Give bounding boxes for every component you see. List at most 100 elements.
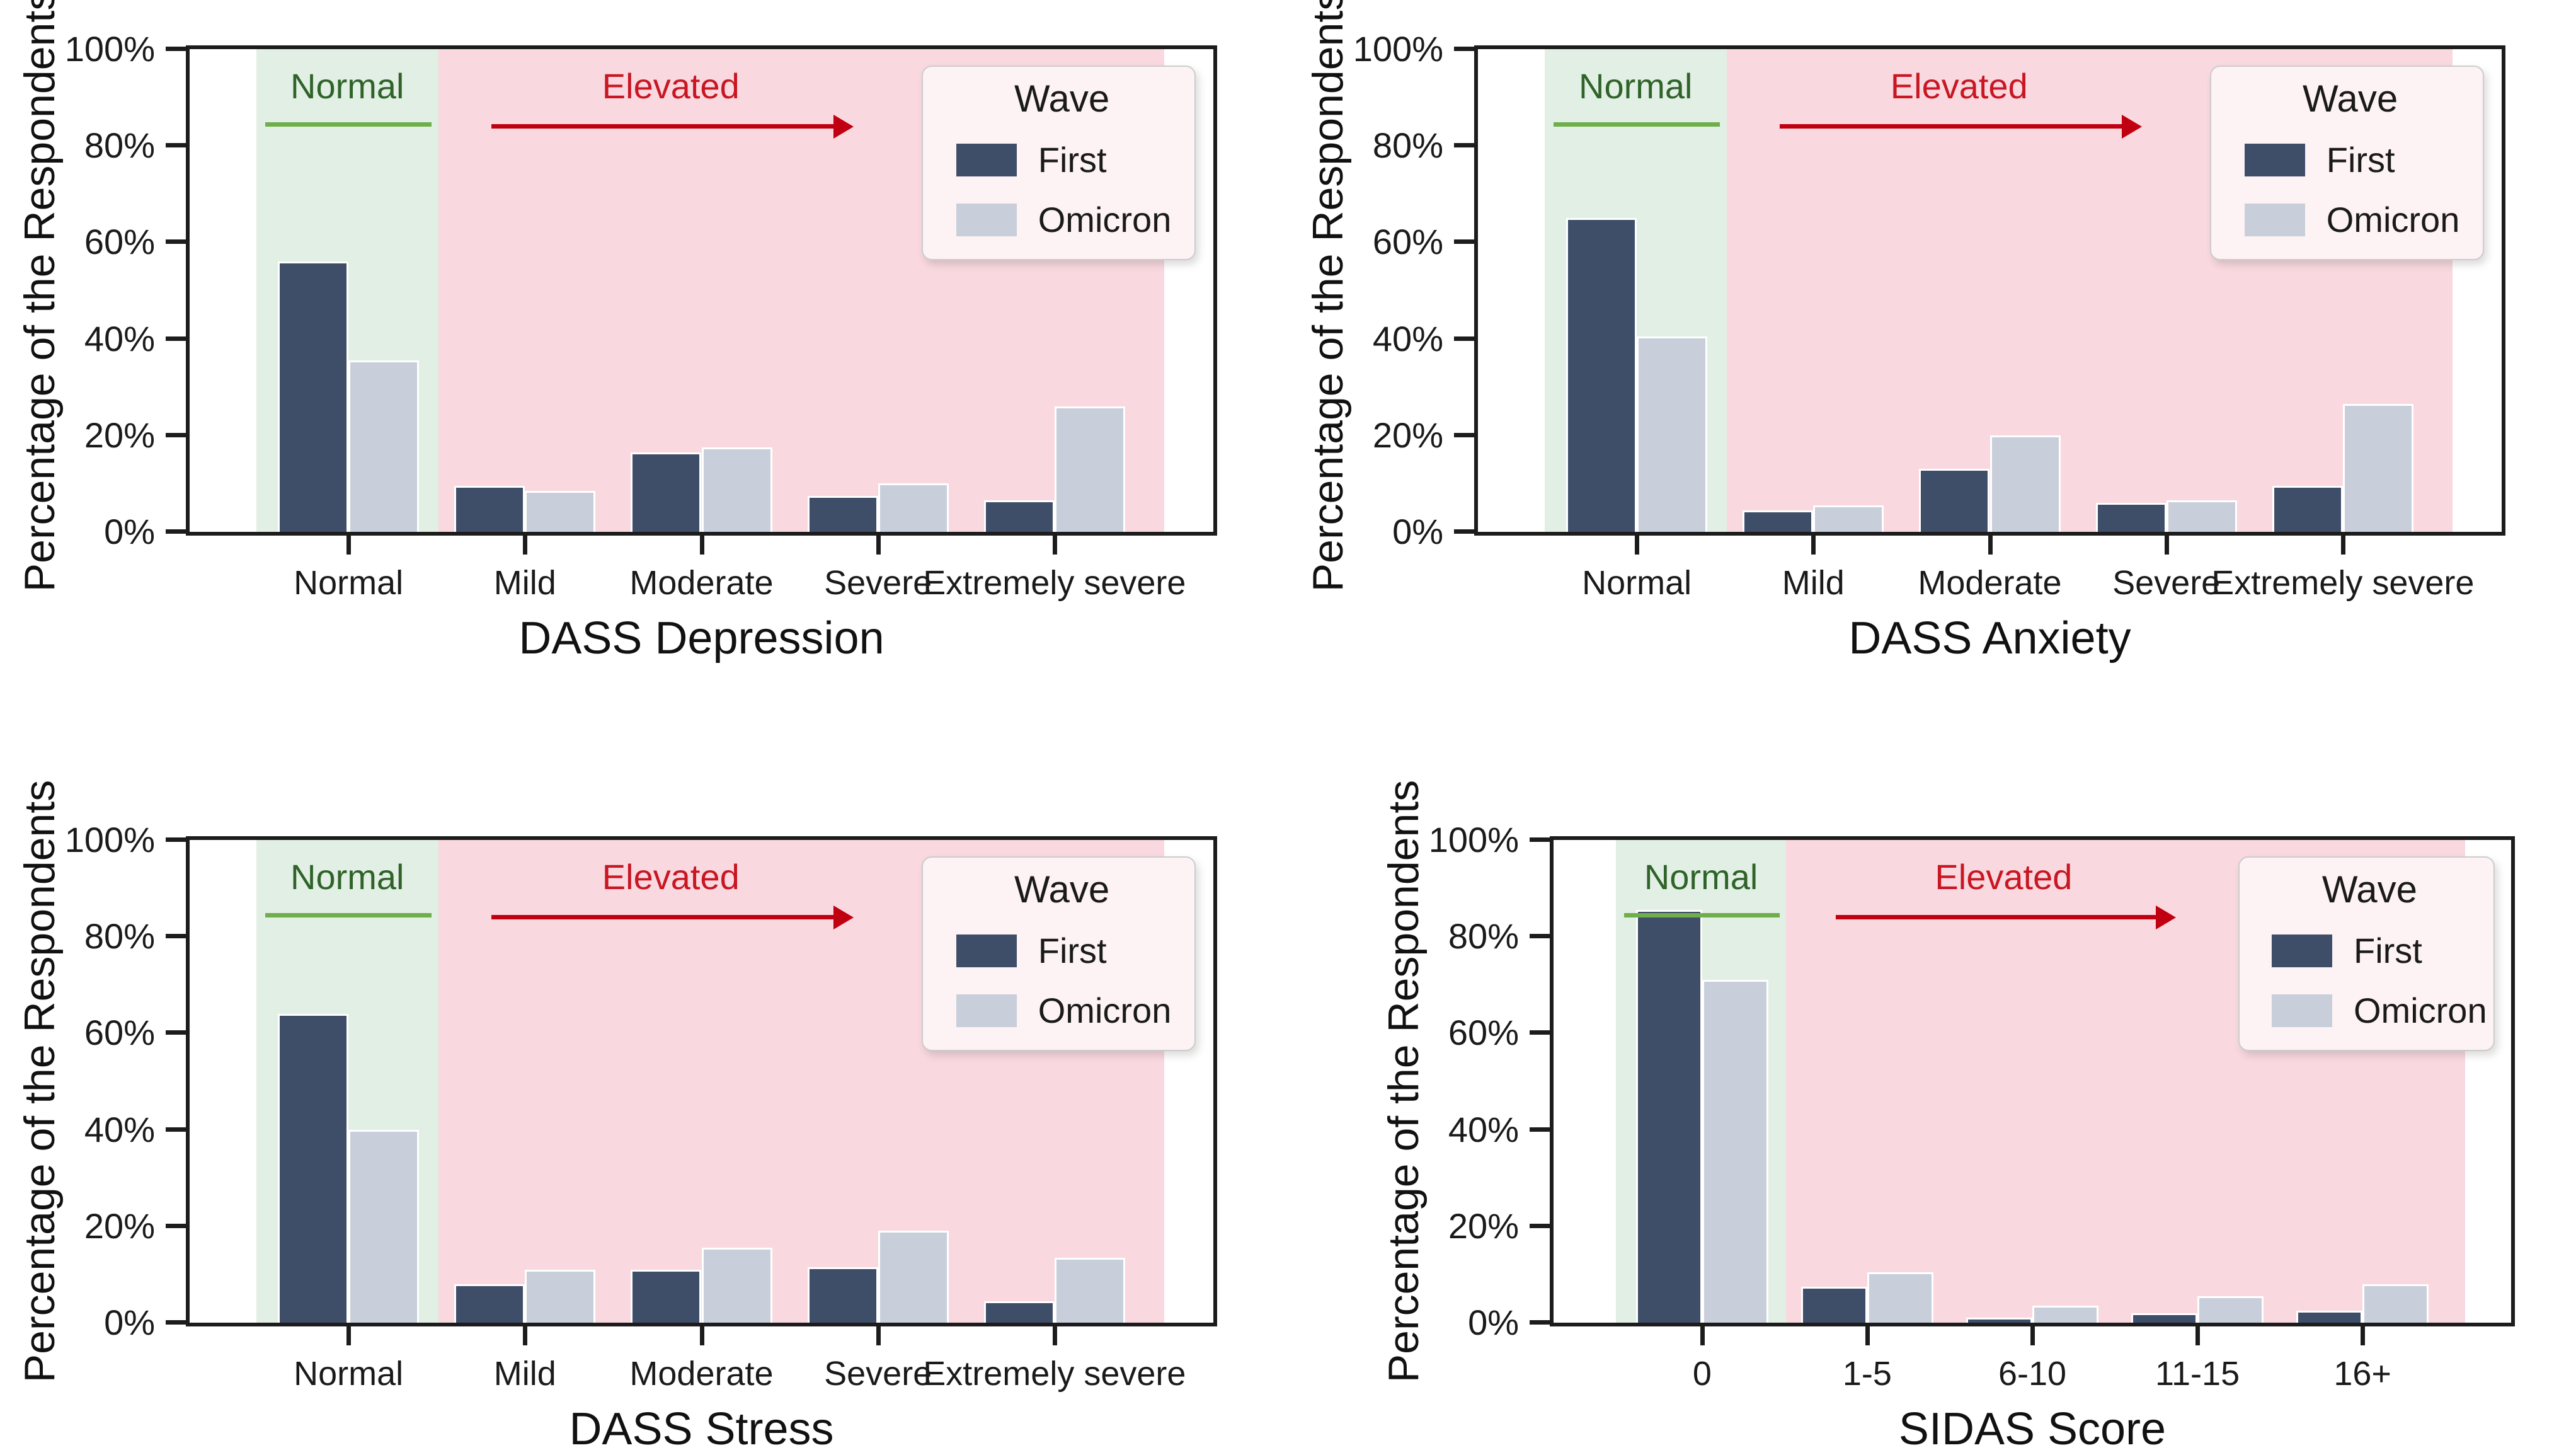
normal-underline [265,122,432,127]
x-tick-label-0: 0 [1692,1355,1712,1393]
y-tick-mark-100- [1530,837,1550,842]
y-tick-label-60-: 60% [84,1013,155,1053]
y-tick-label-100-: 100% [1353,29,1443,69]
y-tick-label-80-: 80% [1448,916,1519,957]
legend-row-first: First [942,930,1182,971]
y-tick-mark-60- [1530,1030,1550,1035]
y-tick-mark-40- [1530,1127,1550,1132]
bar-first-severe [807,1267,878,1323]
legend-label-first: First [1038,140,1107,180]
y-tick-label-80-: 80% [84,916,155,957]
y-tick-mark-40- [166,1127,186,1132]
bar-first-0 [1636,910,1702,1323]
y-tick-label-0-: 0% [104,1303,155,1342]
legend: Wave First Omicron [2209,66,2485,261]
bar-first-11-15 [2131,1313,2198,1323]
bar-omicron-severe [878,1231,949,1323]
bar-omicron-severe [2166,500,2237,532]
legend-swatch-first [956,934,1017,967]
y-tick-mark-40- [166,336,186,341]
bar-omicron-extremely-severe [2342,404,2413,532]
legend-label-omicron: Omicron [2326,200,2460,240]
y-tick-label-20-: 20% [1448,1205,1519,1246]
y-tick-mark-80- [1454,143,1474,148]
elevated-region-label: Elevated [602,856,740,897]
x-tick-label-extremely-severe: Extremely severe [923,1355,1186,1393]
x-tick-mark-severe [876,1326,881,1345]
y-tick-mark-20- [1530,1223,1550,1228]
bar-omicron-11-15 [2197,1296,2264,1323]
legend-swatch-first [2272,934,2332,967]
bar-omicron-6-10 [2032,1306,2098,1323]
bar-first-6-10 [1966,1318,2032,1323]
y-tick-mark-60- [166,239,186,244]
bar-first-normal [278,262,349,532]
bar-omicron-1-5 [1867,1272,1933,1323]
bar-first-severe [807,495,878,532]
y-tick-mark-100- [166,837,186,842]
x-tick-label-mild: Mild [493,564,556,602]
bar-first-normal [278,1013,349,1323]
x-tick-label-severe: Severe [2112,564,2221,602]
x-tick-mark-16- [2361,1326,2366,1345]
x-tick-mark-normal [1635,536,1640,555]
bar-first-moderate [631,452,702,532]
y-tick-label-80-: 80% [84,125,155,166]
x-tick-label-11-15: 11-15 [2155,1355,2240,1393]
y-axis-label: Percentage of the Respondents [1380,779,1428,1383]
plot-area-sidas-score: Normal Elevated Wave First Omicron Perce… [1380,780,2515,1454]
legend-title: Wave [2321,868,2418,911]
y-tick-mark-0- [166,529,186,534]
y-tick-label-0-: 0% [1468,1303,1519,1342]
elevated-arrow [491,915,835,920]
bar-first-mild [454,1284,525,1323]
y-tick-mark-40- [1454,336,1474,341]
normal-region-label: Normal [1644,856,1758,897]
y-tick-label-80-: 80% [1372,125,1443,166]
y-tick-label-40-: 40% [84,1109,155,1149]
legend-label-omicron: Omicron [1038,991,1172,1031]
legend-label-omicron: Omicron [1038,200,1172,240]
x-tick-mark-extremely-severe [1052,536,1057,555]
legend-swatch-omicron [2272,994,2332,1027]
x-tick-label-mild: Mild [493,1355,556,1393]
bar-omicron-normal [1637,336,1708,532]
x-tick-mark-severe [2164,536,2169,555]
y-tick-label-60-: 60% [84,222,155,262]
y-tick-mark-100- [166,47,186,51]
legend-row-omicron: Omicron [942,990,1182,1031]
normal-underline [1554,122,1720,127]
y-tick-mark-20- [166,1223,186,1228]
x-tick-mark-mild [1811,536,1816,555]
bar-omicron-extremely-severe [1054,1257,1125,1323]
x-tick-mark-11-15 [2195,1326,2201,1345]
x-tick-mark-6-10 [2030,1326,2035,1345]
y-tick-mark-80- [166,934,186,939]
y-tick-label-20-: 20% [1372,415,1443,455]
x-tick-label-normal: Normal [294,1355,404,1393]
y-tick-label-40-: 40% [1372,318,1443,359]
plot-area-dass-stress: Normal Elevated Wave First Omicron Perce… [16,780,1217,1454]
x-tick-label-extremely-severe: Extremely severe [923,564,1186,602]
legend-title: Wave [2303,78,2398,120]
bar-omicron-extremely-severe [1054,406,1125,532]
elevated-arrow [491,124,835,129]
x-tick-mark-moderate [699,536,704,555]
y-axis-label: Percentage of the Respondents [1304,0,1352,592]
bar-omicron-mild [1813,505,1884,532]
chart-panel-dass-stress: Normal Elevated Wave First Omicron Perce… [0,719,1288,1454]
y-tick-label-60-: 60% [1448,1013,1519,1053]
bar-first-1-5 [1801,1286,1867,1323]
elevated-region-label: Elevated [1890,66,2028,106]
legend-row-omicron: Omicron [2230,199,2471,240]
x-tick-label-extremely-severe: Extremely severe [2211,564,2475,602]
legend-row-omicron: Omicron [2258,990,2487,1031]
elevated-region-label: Elevated [1935,856,2073,897]
x-tick-label-moderate: Moderate [629,564,774,602]
bar-first-extremely-severe [983,500,1055,532]
y-tick-label-60-: 60% [1372,222,1443,262]
bar-omicron-mild [525,490,596,532]
plot-area-dass-depression: Normal Elevated Wave First Omicron Perce… [16,0,1217,664]
bar-omicron-moderate [701,447,772,532]
bar-omicron-16- [2362,1284,2429,1323]
